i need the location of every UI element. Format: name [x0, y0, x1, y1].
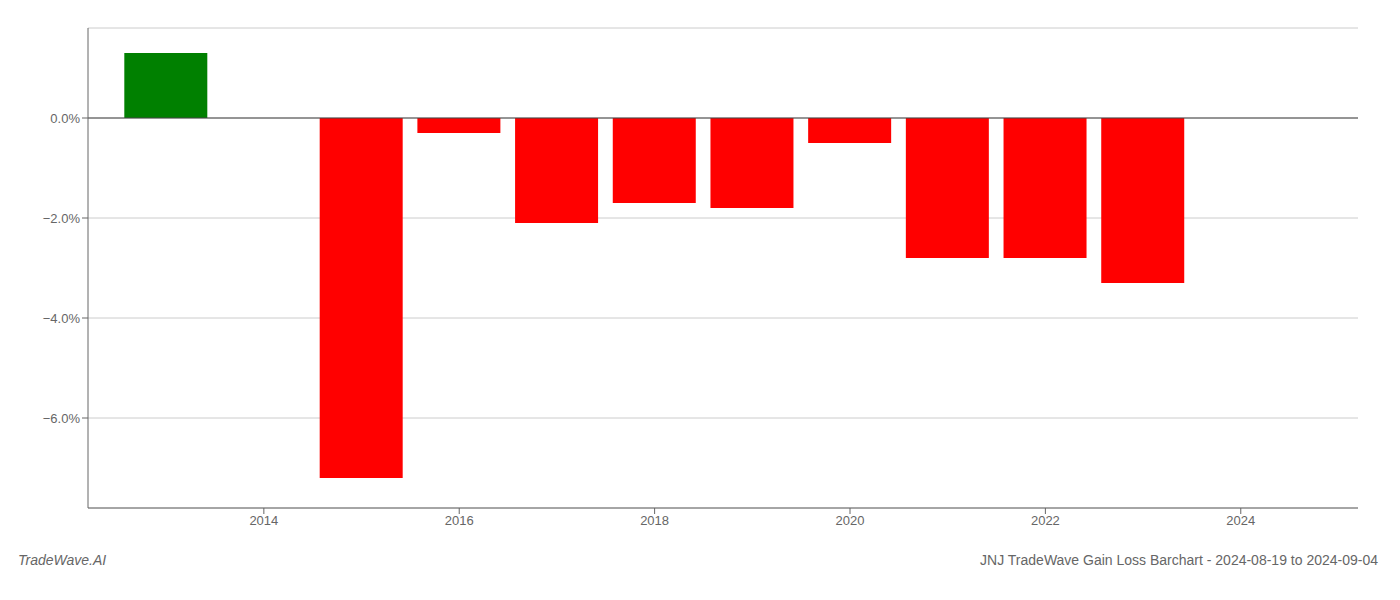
svg-text:0.0%: 0.0%: [50, 111, 80, 126]
html-text:TradeWave.AI: TradeWave.AI: [18, 552, 107, 568]
svg-text:2022: 2022: [1031, 513, 1060, 528]
svg-text:2020: 2020: [836, 513, 865, 528]
svg-text:−4.0%: −4.0%: [43, 311, 81, 326]
svg-text:2024: 2024: [1226, 513, 1255, 528]
svg-text:2018: 2018: [640, 513, 669, 528]
svg-text:2014: 2014: [249, 513, 278, 528]
svg-text:−2.0%: −2.0%: [43, 211, 81, 226]
html-text:JNJ TradeWave Gain Loss Barcha: JNJ TradeWave Gain Loss Barchart - 2024-…: [980, 552, 1378, 568]
svg-text:−6.0%: −6.0%: [43, 411, 81, 426]
svg-text:2016: 2016: [445, 513, 474, 528]
